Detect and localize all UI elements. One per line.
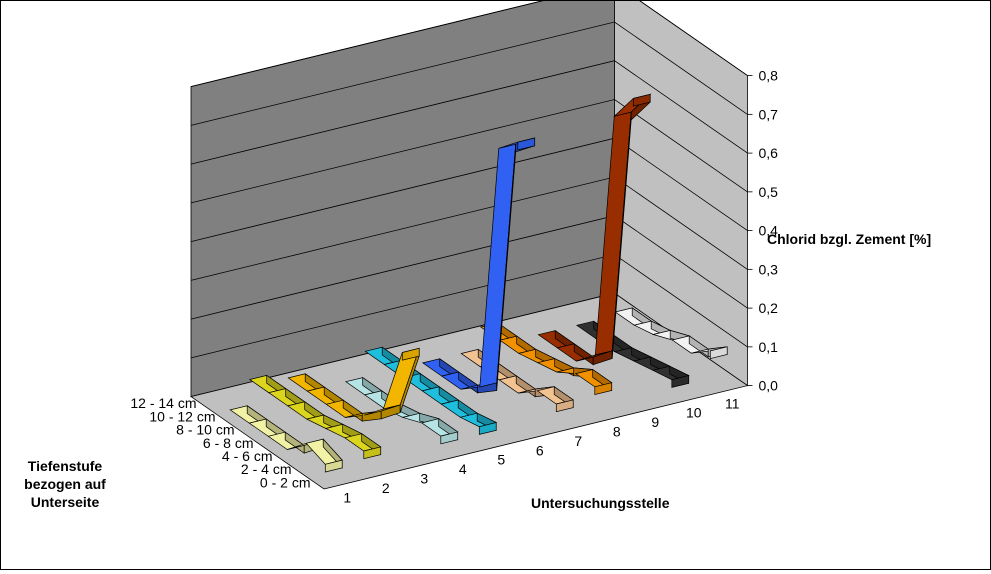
depth-tick-label: 6 - 8 cm [203, 435, 254, 451]
x-tick-label: 8 [613, 424, 621, 440]
x-tick-label: 9 [651, 414, 659, 430]
z-axis-title: Chlorid bzgl. Zement [%] [767, 231, 932, 247]
ribbon-cap-11 [709, 346, 728, 360]
ribbon-cap-4 [440, 431, 459, 445]
ribbon-cap-3 [401, 347, 420, 361]
ribbon-cap-10 [671, 375, 690, 388]
x-tick-label: 7 [574, 433, 582, 449]
x-tick-label: 3 [420, 471, 428, 487]
z-tick-label: 0,1 [759, 339, 779, 355]
x-tick-label: 5 [497, 452, 505, 468]
x-tick-label: 10 [686, 405, 702, 421]
ribbon-cap-2 [363, 446, 382, 460]
z-tick-label: 0,6 [759, 145, 779, 161]
x-tick-label: 6 [536, 442, 544, 458]
gridline [190, 0, 748, 87]
ribbon-cap-7 [555, 399, 574, 413]
ribbon-cap-8 [594, 382, 613, 396]
depth-tick-label: 0 - 2 cm [260, 474, 311, 490]
z-tick-label: 0,7 [759, 106, 779, 122]
depth-tick-label: 12 - 14 cm [130, 395, 196, 411]
ribbon-cap-5 [478, 422, 497, 435]
depth-tick-label: 10 - 12 cm [149, 408, 215, 424]
z-tick-label: 0,2 [759, 300, 779, 316]
z-tick-label: 0,8 [759, 68, 779, 84]
gridline [190, 99, 748, 204]
z-tick-label: 0,5 [759, 184, 779, 200]
x-tick-label: 11 [725, 395, 740, 411]
depth-tick-label: 2 - 4 cm [241, 461, 292, 477]
x-tick-label: 2 [382, 480, 390, 496]
depth-tick-label: 4 - 6 cm [222, 448, 273, 464]
gridline [190, 60, 748, 165]
z-tick-label: 0,4 [759, 223, 779, 239]
ribbon-cap-9 [632, 93, 651, 107]
depth-axis-title: Tiefenstufe bezogen auf Unterseite [24, 458, 106, 510]
z-tick-label: 0,0 [759, 378, 779, 394]
gridline [190, 21, 748, 126]
x-axis-title: Untersuchungsstelle [531, 495, 670, 511]
depth-tick-label: 8 - 10 cm [176, 422, 234, 438]
x-tick-label: 4 [459, 461, 467, 477]
ribbon-cap-6 [517, 137, 536, 151]
ribbon-cap-1 [324, 459, 343, 473]
x-tick-label: 1 [343, 489, 351, 505]
z-tick-label: 0,3 [759, 261, 779, 277]
